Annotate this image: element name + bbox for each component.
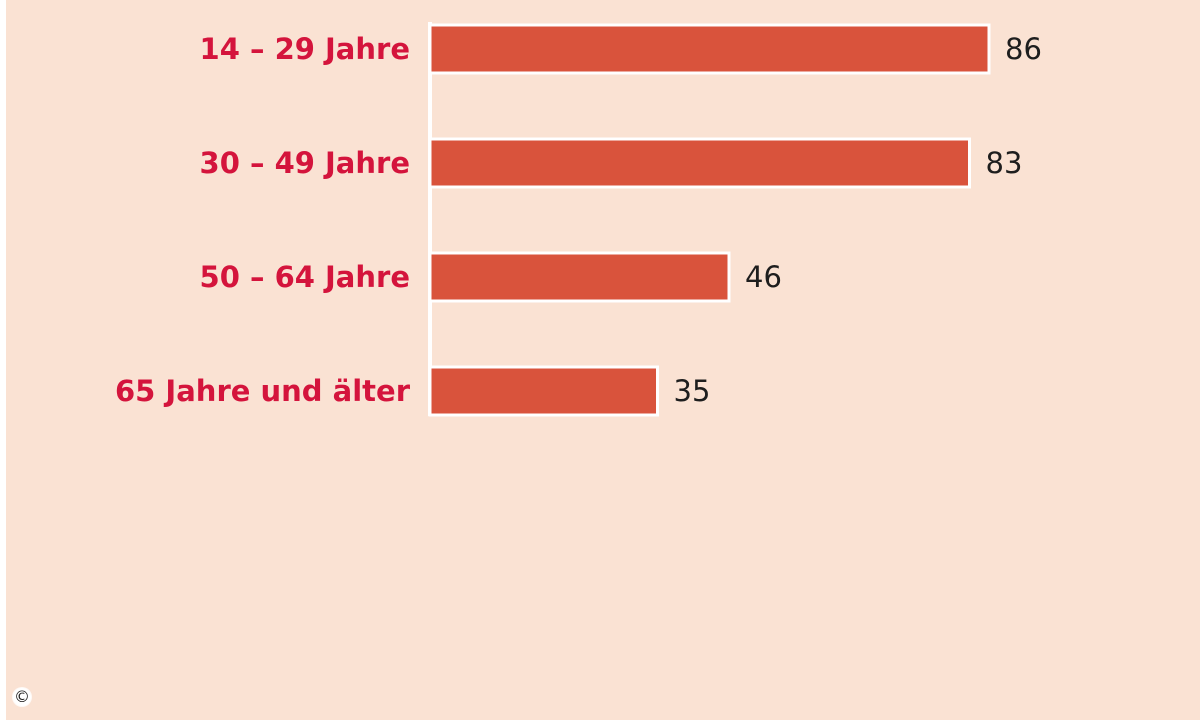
category-label-4: 65 Jahre und älter xyxy=(115,374,411,408)
category-label-3: 50 – 64 Jahre xyxy=(200,260,410,294)
value-label-2: 83 xyxy=(986,146,1023,180)
value-label-3: 46 xyxy=(745,260,782,294)
chart-canvas: 14 – 29 Jahre 86 30 – 49 Jahre 83 50 – 64 Ja… xyxy=(6,0,1200,720)
bar-chart: 14 – 29 Jahre 86 30 – 49 Jahre 83 50 – 64 Ja… xyxy=(115,22,1042,417)
value-label-1: 86 xyxy=(1005,32,1042,66)
bar-1 xyxy=(428,23,991,75)
value-label-4: 35 xyxy=(674,374,711,408)
bar-3 xyxy=(428,251,731,303)
copyright-icon: © xyxy=(13,687,31,706)
bar-4 xyxy=(428,365,659,417)
category-label-2: 30 – 49 Jahre xyxy=(200,146,410,180)
bar-2 xyxy=(428,137,971,189)
category-label-1: 14 – 29 Jahre xyxy=(200,32,410,66)
